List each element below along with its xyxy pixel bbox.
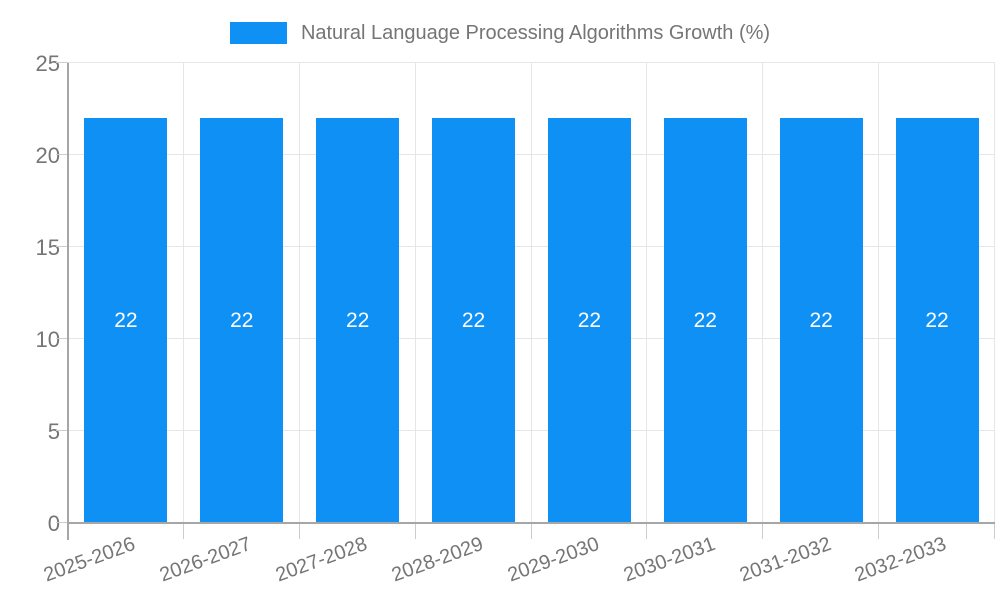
gridline-vertical [646, 63, 647, 523]
x-tick-label: 2031-2032 [736, 533, 834, 587]
bar[interactable] [548, 118, 631, 523]
y-tick-mark [56, 338, 68, 339]
bar[interactable] [432, 118, 515, 523]
bar-value-label: 22 [346, 308, 370, 332]
gridline-vertical [994, 63, 995, 523]
x-tick-mark [646, 523, 647, 539]
x-tick-label: 2030-2031 [620, 533, 718, 587]
x-tick-mark [994, 523, 995, 539]
legend-swatch [229, 22, 287, 44]
bar-value-label: 22 [577, 308, 602, 332]
bar[interactable] [780, 118, 863, 523]
x-tick-mark [183, 523, 184, 539]
x-tick-mark [299, 523, 300, 539]
bar[interactable] [84, 118, 167, 523]
x-tick-mark [415, 523, 416, 539]
y-tick-mark [56, 154, 68, 155]
x-tick-label: 2026-2027 [156, 533, 255, 587]
legend-label: Natural Language Processing Algorithms G… [300, 22, 771, 44]
x-tick-label: 2025-2026 [41, 533, 139, 587]
x-tick-mark [878, 523, 879, 539]
y-tick-mark [56, 62, 68, 63]
y-axis-line [67, 63, 69, 540]
bar-value-label: 22 [461, 308, 486, 332]
x-tick-mark [531, 523, 532, 539]
y-tick-label: 5 [47, 419, 60, 444]
grid-layer [68, 62, 995, 523]
y-tick-label: 20 [35, 143, 60, 168]
x-tick-label: 2029-2030 [504, 533, 602, 587]
x-axis-line [67, 522, 995, 524]
x-tick-label: 2027-2028 [272, 533, 371, 587]
x-tick-label: 2028-2029 [388, 533, 487, 587]
bar[interactable] [316, 118, 399, 523]
x-tick-mark [762, 523, 763, 539]
bar[interactable] [896, 118, 979, 523]
gridline-vertical [762, 63, 763, 523]
y-tick-mark [56, 522, 68, 523]
bar-value-label: 22 [230, 308, 254, 332]
gridline-vertical [878, 63, 879, 523]
y-tick-label: 0 [47, 511, 60, 536]
gridline-vertical [183, 63, 184, 523]
bar[interactable] [200, 118, 283, 523]
bars-layer: 22 22 22 22 22 22 22 22 [68, 63, 995, 523]
y-tick-label: 25 [35, 51, 60, 76]
bar[interactable] [664, 118, 747, 523]
plot-area: 22 22 22 22 22 22 22 22 [68, 62, 995, 523]
bar-value-label: 22 [693, 308, 717, 332]
y-tick-mark [56, 430, 68, 431]
y-tick-label: 15 [35, 235, 60, 260]
gridline-vertical [415, 63, 416, 523]
gridline-horizontal [68, 62, 995, 63]
legend: Natural Language Processing Algorithms G… [0, 21, 1000, 45]
y-tick-mark [56, 246, 68, 247]
bar-value-label: 22 [809, 308, 833, 332]
gridline-vertical [531, 63, 532, 523]
bar-value-label: 22 [114, 308, 138, 332]
y-tick-label: 10 [35, 327, 60, 352]
gridline-vertical [299, 63, 300, 523]
x-tick-label: 2032-2033 [852, 533, 950, 587]
bar-value-label: 22 [925, 308, 949, 332]
